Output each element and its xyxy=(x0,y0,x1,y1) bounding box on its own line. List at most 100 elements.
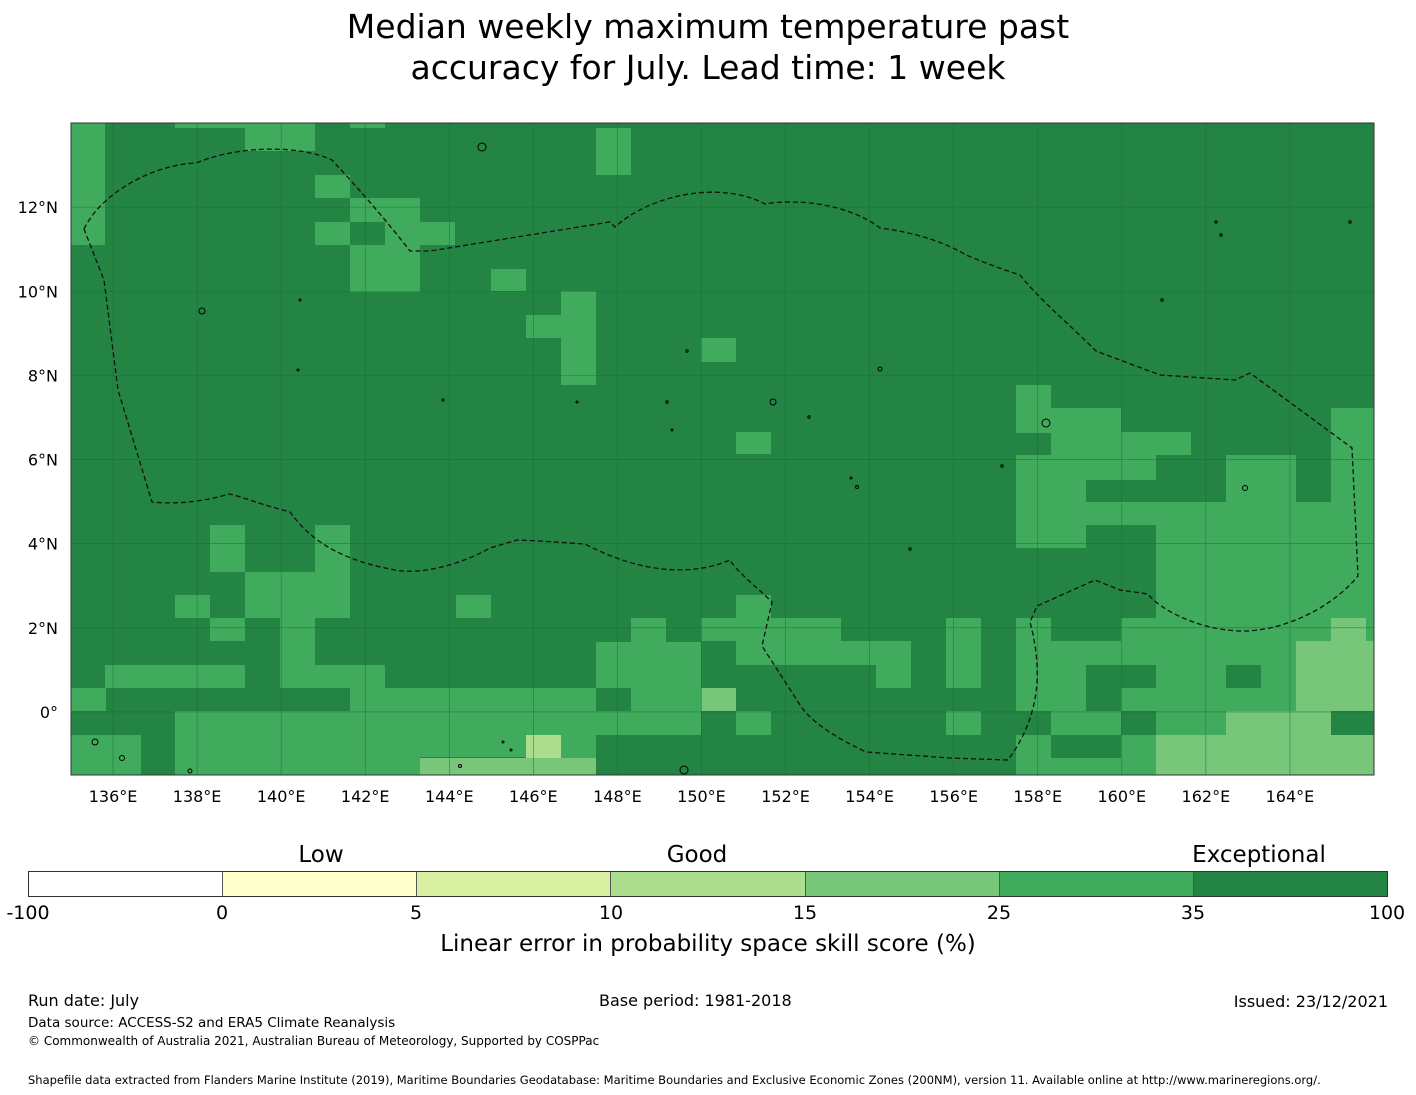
longitude-tick-label: 160°E xyxy=(1097,787,1146,806)
colorbar xyxy=(28,871,1388,897)
colorbar-header-low: Low xyxy=(298,842,344,868)
skill-cell xyxy=(526,315,561,338)
eez-boundary-line xyxy=(83,148,1359,761)
colorbar-header-good: Good xyxy=(666,842,728,868)
data-source: Data source: ACCESS-S2 and ERA5 Climate … xyxy=(28,1015,396,1031)
skill-cell xyxy=(1156,735,1374,775)
island-outline xyxy=(877,366,883,372)
longitude-axis: 136°E 138°E 140°E 142°E 144°E 146°E 148°E 150°E… xyxy=(89,787,1315,806)
skill-cell xyxy=(1016,665,1086,711)
skill-cell xyxy=(946,711,981,735)
skill-cell xyxy=(420,758,596,775)
island-outline xyxy=(458,764,462,768)
colorbar-segment xyxy=(417,872,612,896)
longitude-tick-label: 164°E xyxy=(1266,787,1315,806)
skill-cell xyxy=(1086,502,1374,525)
longitude-tick-label: 154°E xyxy=(845,787,894,806)
island-outline xyxy=(119,755,125,761)
island-outline xyxy=(501,740,505,744)
base-period: Base period: 1981-2018 xyxy=(599,991,792,1010)
title-line-2: accuracy for July. Lead time: 1 week xyxy=(410,48,1006,87)
skill-score-map: 136°E 138°E 140°E 142°E 144°E 146°E 148°E 150°E… xyxy=(18,122,1375,806)
skill-cell xyxy=(526,735,561,758)
skill-cell xyxy=(315,175,350,198)
colorbar-tick: 10 xyxy=(598,902,624,924)
skill-cell xyxy=(1051,758,1156,775)
skill-cell xyxy=(736,595,771,618)
map-frame xyxy=(70,122,1375,776)
skill-cell xyxy=(1121,735,1156,758)
island-outline xyxy=(670,428,674,432)
skill-cell xyxy=(631,618,666,642)
skill-cell xyxy=(1121,688,1331,711)
longitude-tick-label: 162°E xyxy=(1182,787,1231,806)
skill-cell xyxy=(491,269,526,291)
skill-cell xyxy=(1226,711,1331,735)
skill-cell xyxy=(1121,432,1191,455)
longitude-tick-label: 144°E xyxy=(425,787,474,806)
skill-cell xyxy=(1016,385,1051,433)
skill-cell xyxy=(175,595,210,618)
island-outline xyxy=(1041,418,1051,428)
latitude-tick-label: 2°N xyxy=(28,619,58,638)
longitude-tick-label: 152°E xyxy=(761,787,810,806)
skill-cell xyxy=(701,688,736,711)
island-outline xyxy=(298,298,302,302)
island-outline xyxy=(1000,464,1004,468)
skill-cell xyxy=(1016,735,1051,775)
skill-cell xyxy=(876,665,911,688)
skill-cell xyxy=(1191,595,1374,618)
title-line-1: Median weekly maximum temperature past xyxy=(346,7,1070,46)
longitude-tick-label: 138°E xyxy=(173,787,222,806)
longitude-tick-label: 150°E xyxy=(677,787,726,806)
skill-cell xyxy=(105,665,245,688)
skill-cell xyxy=(350,198,420,222)
colorbar-tick: 5 xyxy=(409,902,423,924)
island-outline xyxy=(477,142,487,152)
island-outline xyxy=(1219,233,1223,237)
latitude-tick-label: 6°N xyxy=(28,451,58,470)
skill-cell xyxy=(175,735,420,775)
island-outline xyxy=(665,400,669,404)
colorbar-segment xyxy=(611,872,806,896)
island-outline xyxy=(187,768,193,774)
island-outline xyxy=(509,748,513,752)
skill-cell xyxy=(420,688,596,711)
colorbar-segment xyxy=(1193,872,1387,896)
colorbar-tick: 35 xyxy=(1180,902,1206,924)
skill-cell xyxy=(736,432,771,454)
skill-cell xyxy=(210,618,245,641)
colorbar-segment xyxy=(29,872,224,896)
skill-grid xyxy=(71,123,1374,775)
island-outline xyxy=(685,349,689,353)
latitude-axis: 12°N 10°N 8°N 6°N 4°N 2°N 0° xyxy=(18,198,58,722)
skill-cell xyxy=(1226,455,1296,502)
skill-cell xyxy=(736,641,911,665)
island-outline xyxy=(679,765,689,775)
skill-cell xyxy=(245,123,315,151)
skill-cell xyxy=(701,338,736,362)
skill-cell xyxy=(1051,408,1121,455)
colorbar-tick: 25 xyxy=(986,902,1012,924)
skill-cell xyxy=(631,688,701,711)
skill-cell xyxy=(210,525,245,572)
island-outline xyxy=(1242,485,1248,491)
latitude-tick-label: 4°N xyxy=(28,535,58,554)
island-outline xyxy=(855,485,859,489)
skill-cell xyxy=(1016,455,1156,480)
island-outline xyxy=(198,307,206,315)
skill-cell xyxy=(456,595,491,618)
skill-cell xyxy=(701,618,841,641)
skill-cell xyxy=(175,123,245,128)
skill-cell xyxy=(350,123,385,128)
latitude-tick-label: 0° xyxy=(40,703,58,722)
skill-cell xyxy=(385,222,455,245)
island-outline xyxy=(807,415,811,419)
longitude-tick-label: 148°E xyxy=(593,787,642,806)
copyright: © Commonwealth of Australia 2021, Austra… xyxy=(28,1034,600,1048)
longitude-tick-label: 156°E xyxy=(929,787,978,806)
islands xyxy=(91,142,1352,775)
skill-cell xyxy=(245,572,350,618)
island-outline xyxy=(1160,298,1164,302)
island-outline xyxy=(1214,220,1218,224)
